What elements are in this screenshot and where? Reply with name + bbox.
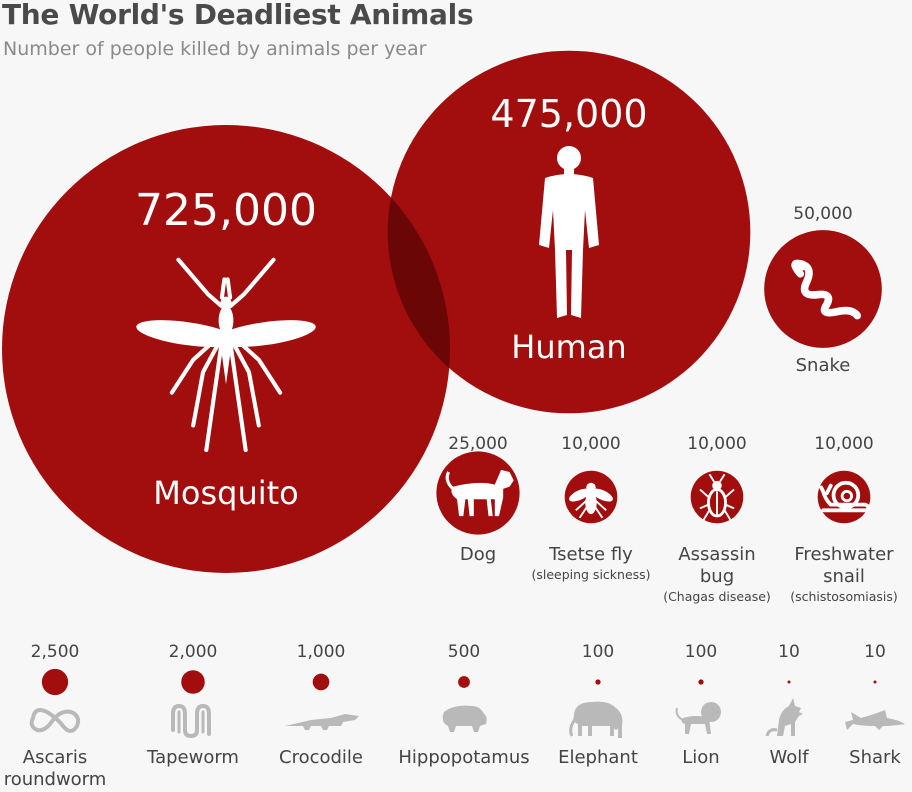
roundworm-icon: [29, 708, 81, 733]
value-label-mosquito: 725,000: [135, 185, 317, 236]
mosquito-icon: [136, 257, 316, 453]
value-label-elephant: 100: [582, 642, 614, 662]
note-label-assassin-bug: (Chagas disease): [663, 589, 771, 604]
elephant-icon: [569, 701, 623, 738]
bubble-elephant: [595, 679, 601, 685]
name-label-hippopotamus: Hippopotamus: [398, 747, 529, 768]
value-label-wolf: 10: [778, 642, 800, 662]
value-label-dog: 25,000: [448, 434, 507, 454]
value-label-ascaris-roundworm: 2,500: [31, 642, 80, 662]
value-label-crocodile: 1,000: [297, 642, 346, 662]
snake-icon: [791, 259, 862, 320]
lion-icon: [675, 702, 721, 734]
name-label-ascaris-roundworm: Ascaris roundworm: [4, 747, 107, 790]
value-label-human: 475,000: [490, 92, 647, 136]
human-icon: [539, 146, 599, 318]
name-label-crocodile: Crocodile: [279, 747, 363, 768]
name-label-elephant: Elephant: [558, 747, 638, 768]
dog-icon: [445, 469, 514, 517]
bug-icon: [699, 473, 735, 521]
name-label-tsetse-fly: Tsetse fly: [548, 544, 633, 565]
note-label-freshwater-snail: (schistosomiasis): [790, 589, 898, 604]
value-label-assassin-bug: 10,000: [687, 434, 746, 454]
crocodile-icon: [285, 714, 359, 730]
name-label-assassin-bug: Assassin bug: [678, 544, 755, 587]
note-label-tsetse-fly: (sleeping sickness): [531, 567, 650, 582]
name-label-human: Human: [511, 328, 626, 366]
value-label-lion: 100: [685, 642, 717, 662]
wolf-icon: [765, 698, 803, 737]
snail-icon: [819, 480, 871, 513]
bubble-ascaris-roundworm: [41, 668, 69, 696]
name-label-freshwater-snail: Freshwater snail: [794, 544, 894, 587]
name-label-wolf: Wolf: [769, 747, 809, 768]
bubble-snake: [764, 230, 882, 348]
fly-icon: [569, 482, 613, 519]
value-label-hippopotamus: 500: [448, 642, 480, 662]
name-label-lion: Lion: [682, 747, 719, 768]
value-label-shark: 10: [864, 642, 886, 662]
hippo-icon: [442, 705, 487, 732]
chart-subtitle: Number of people killed by animals per y…: [3, 38, 427, 60]
bubble-hippopotamus: [458, 676, 470, 688]
bubble-crocodile: [312, 673, 330, 691]
shark-icon: [845, 710, 905, 730]
bubble-tapeworm: [181, 670, 205, 694]
value-label-snake: 50,000: [793, 204, 852, 224]
tapeworm-icon: [171, 703, 211, 739]
name-label-tapeworm: Tapeworm: [146, 747, 239, 768]
value-label-tsetse-fly: 10,000: [561, 434, 620, 454]
name-label-shark: Shark: [849, 747, 901, 768]
name-label-snake: Snake: [796, 355, 851, 376]
name-label-mosquito: Mosquito: [153, 474, 298, 512]
chart-title: The World's Deadliest Animals: [2, 0, 474, 31]
value-label-tapeworm: 2,000: [169, 642, 218, 662]
value-label-freshwater-snail: 10,000: [814, 434, 873, 454]
name-label-dog: Dog: [460, 544, 496, 565]
bubble-lion: [698, 679, 704, 685]
bubble-shark: [873, 680, 877, 684]
bubble-wolf: [787, 680, 791, 684]
